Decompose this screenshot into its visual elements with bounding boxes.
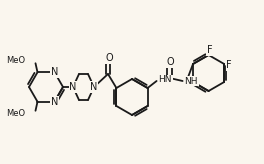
Text: F: F — [226, 60, 232, 70]
Text: F: F — [207, 45, 213, 55]
Text: MeO: MeO — [6, 109, 26, 118]
Text: NH: NH — [185, 76, 198, 85]
Text: HN: HN — [159, 75, 172, 84]
Text: N: N — [51, 97, 58, 107]
Text: O: O — [105, 53, 113, 63]
Text: N: N — [69, 82, 77, 92]
Text: MeO: MeO — [6, 56, 26, 65]
Text: N: N — [90, 82, 98, 92]
Text: O: O — [167, 57, 175, 67]
Text: N: N — [51, 67, 58, 77]
